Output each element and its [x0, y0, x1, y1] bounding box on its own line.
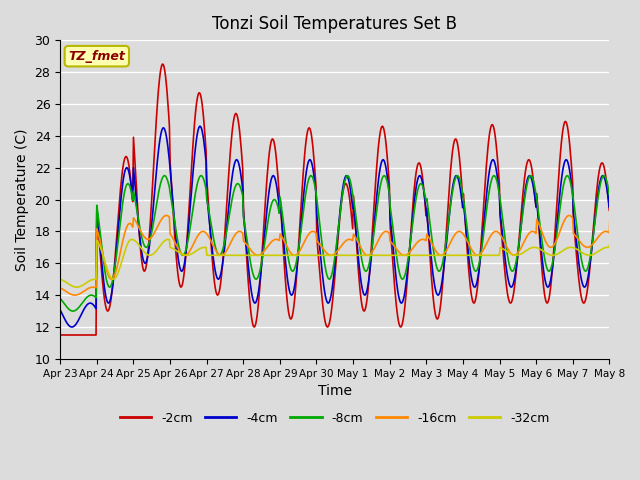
- Legend: -2cm, -4cm, -8cm, -16cm, -32cm: -2cm, -4cm, -8cm, -16cm, -32cm: [115, 407, 555, 430]
- Title: Tonzi Soil Temperatures Set B: Tonzi Soil Temperatures Set B: [212, 15, 457, 33]
- Text: TZ_fmet: TZ_fmet: [68, 49, 125, 63]
- X-axis label: Time: Time: [318, 384, 352, 398]
- Y-axis label: Soil Temperature (C): Soil Temperature (C): [15, 128, 29, 271]
